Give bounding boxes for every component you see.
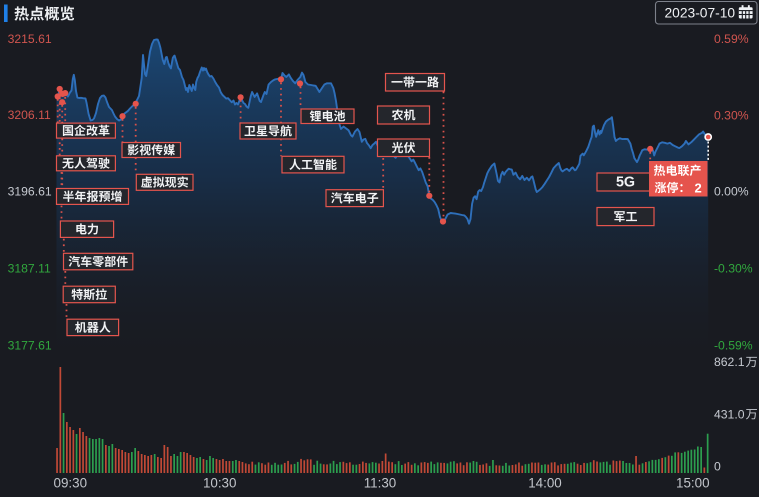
svg-text:3206.11: 3206.11 (8, 108, 51, 122)
svg-text:0: 0 (714, 460, 721, 474)
svg-text:09:30: 09:30 (54, 476, 88, 491)
svg-text:11:30: 11:30 (364, 476, 397, 491)
svg-text:3177.61: 3177.61 (8, 339, 52, 353)
svg-text:-0.30%: -0.30% (714, 261, 753, 275)
svg-text:431.0: 431.0 (714, 407, 745, 421)
svg-text:3215.61: 3215.61 (8, 32, 52, 46)
svg-text:14:00: 14:00 (528, 476, 562, 491)
svg-text:0.00%: 0.00% (714, 184, 749, 198)
svg-text:3196.61: 3196.61 (8, 185, 52, 199)
svg-text:10:30: 10:30 (203, 476, 237, 491)
svg-text:3187.11: 3187.11 (8, 261, 51, 275)
svg-text:0.59%: 0.59% (714, 32, 749, 46)
svg-text:0.30%: 0.30% (714, 108, 749, 122)
svg-text:862.1: 862.1 (714, 355, 745, 369)
svg-text:15:00: 15:00 (676, 476, 710, 491)
svg-text:2: 2 (695, 180, 702, 195)
svg-text:2023-07-10: 2023-07-10 (665, 5, 736, 20)
svg-text:-0.59%: -0.59% (714, 339, 753, 353)
svg-text:5G: 5G (616, 175, 635, 191)
